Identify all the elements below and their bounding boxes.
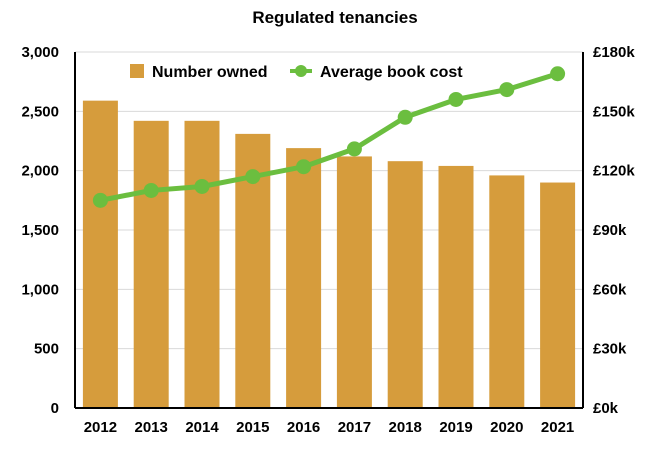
bar-2013	[133, 120, 169, 409]
x-tick-label-2013: 2013	[135, 419, 168, 436]
point-2012	[92, 192, 108, 208]
x-tick-label-2016: 2016	[287, 419, 320, 436]
bar-2016	[286, 148, 322, 408]
y-right-tick-label: £120k	[593, 163, 635, 180]
point-2019	[448, 91, 464, 107]
point-2013	[143, 182, 159, 198]
y-right-tick-label: £0k	[593, 400, 619, 417]
series-line-average-book-cost	[99, 71, 559, 203]
y-left-tick-label: 3,000	[21, 44, 59, 61]
y-left-tick-label: 2,500	[21, 103, 59, 120]
x-tick-label-2012: 2012	[84, 419, 117, 436]
point-2016	[296, 159, 312, 175]
bars-number-owned	[82, 100, 576, 409]
x-tick-label-2021: 2021	[541, 419, 574, 436]
bar-2014	[184, 120, 220, 409]
x-tick-label-2017: 2017	[338, 419, 371, 436]
bar-2019	[438, 165, 474, 408]
x-tick-label-2015: 2015	[236, 419, 269, 436]
point-2015	[245, 169, 261, 185]
legend-marker-average-book-cost	[295, 65, 307, 77]
legend-swatch-number-owned	[130, 64, 144, 78]
y-right-tick-label: £90k	[593, 222, 627, 239]
bar-2018	[387, 161, 423, 408]
x-tick-label-2020: 2020	[490, 419, 523, 436]
point-2018	[397, 109, 413, 125]
y-left-tick-label: 1,500	[21, 222, 59, 239]
x-tick-label-2018: 2018	[389, 419, 422, 436]
bar-2021	[540, 182, 576, 408]
bar-2012	[82, 100, 118, 409]
bar-2020	[489, 175, 525, 408]
y-left-tick-label: 0	[51, 400, 59, 417]
legend-label-number-owned: Number owned	[152, 64, 268, 81]
point-2021	[550, 66, 566, 82]
legend-label-average-book-cost: Average book cost	[320, 64, 463, 81]
line-average-book-cost	[92, 66, 566, 208]
chart-title: Regulated tenancies	[252, 8, 418, 27]
y-right-tick-label: £180k	[593, 44, 635, 61]
point-2017	[346, 141, 362, 157]
tick-labels: 0 500 1,000 1,500 2,000 2,500 3,000 £0k £30k £60k…	[21, 44, 635, 436]
y-left-tick-label: 2,000	[21, 163, 59, 180]
legend: Number owned Average book cost	[130, 64, 463, 81]
y-left-tick-label: 1,000	[21, 281, 59, 298]
axes	[74, 52, 584, 409]
point-2020	[499, 82, 515, 98]
y-right-tick-label: £30k	[593, 341, 627, 358]
y-right-tick-label: £60k	[593, 281, 627, 298]
bar-2017	[336, 156, 372, 408]
point-2014	[194, 178, 210, 194]
y-right-tick-label: £150k	[593, 103, 635, 120]
x-tick-label-2014: 2014	[185, 419, 219, 436]
x-tick-label-2019: 2019	[439, 419, 472, 436]
y-left-tick-label: 500	[34, 341, 59, 358]
